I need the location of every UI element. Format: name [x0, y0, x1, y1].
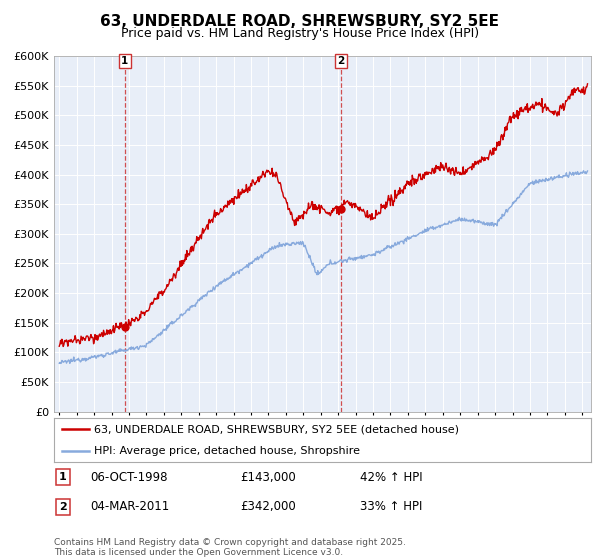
Text: 06-OCT-1998: 06-OCT-1998 — [90, 470, 167, 484]
Text: 63, UNDERDALE ROAD, SHREWSBURY, SY2 5EE: 63, UNDERDALE ROAD, SHREWSBURY, SY2 5EE — [101, 14, 499, 29]
Text: 04-MAR-2011: 04-MAR-2011 — [90, 500, 169, 514]
Text: 1: 1 — [59, 472, 67, 482]
Text: Price paid vs. HM Land Registry's House Price Index (HPI): Price paid vs. HM Land Registry's House … — [121, 27, 479, 40]
Text: £342,000: £342,000 — [240, 500, 296, 514]
Text: £143,000: £143,000 — [240, 470, 296, 484]
Text: HPI: Average price, detached house, Shropshire: HPI: Average price, detached house, Shro… — [94, 446, 360, 456]
Text: 2: 2 — [338, 56, 345, 66]
Text: 1: 1 — [121, 56, 128, 66]
Text: 42% ↑ HPI: 42% ↑ HPI — [360, 470, 422, 484]
Text: Contains HM Land Registry data © Crown copyright and database right 2025.
This d: Contains HM Land Registry data © Crown c… — [54, 538, 406, 557]
Text: 2: 2 — [59, 502, 67, 512]
Text: 63, UNDERDALE ROAD, SHREWSBURY, SY2 5EE (detached house): 63, UNDERDALE ROAD, SHREWSBURY, SY2 5EE … — [94, 424, 459, 434]
Text: 33% ↑ HPI: 33% ↑ HPI — [360, 500, 422, 514]
